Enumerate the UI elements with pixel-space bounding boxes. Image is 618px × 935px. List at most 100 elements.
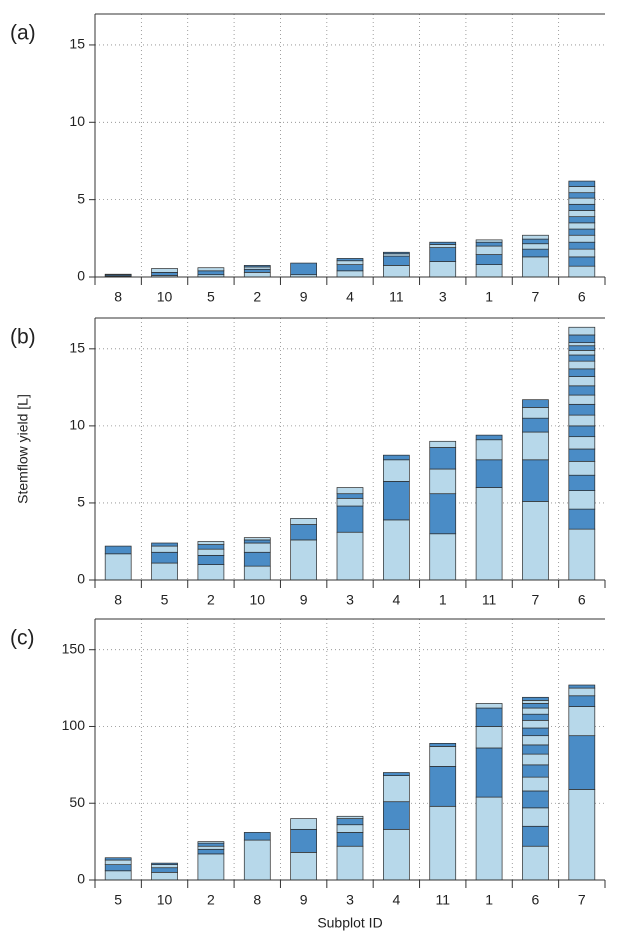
bar-segment (522, 501, 549, 581)
bar-segment (568, 735, 596, 790)
x-tick-label: 8 (114, 592, 122, 608)
bar-segment (475, 459, 503, 488)
bar-segment (522, 234, 549, 240)
x-tick-label: 10 (157, 892, 173, 908)
bar-segment (568, 180, 596, 187)
bar-segment (243, 537, 271, 541)
y-tick-label: 50 (69, 794, 85, 810)
bar-segment (522, 707, 549, 715)
bar-segment (522, 790, 549, 809)
y-tick-label: 15 (69, 340, 85, 356)
bar-segment (383, 459, 410, 482)
bar-segment (383, 454, 410, 461)
bar-segment (522, 713, 549, 721)
y-tick-label: 0 (77, 571, 85, 587)
x-tick-label: 11 (435, 892, 450, 908)
bar-segment (151, 268, 178, 273)
bar-segment (243, 542, 271, 553)
bar-segment (522, 764, 549, 778)
bar-segment (568, 326, 596, 336)
x-axis-title: Subplot ID (317, 915, 382, 931)
bar-segment (151, 551, 178, 564)
x-tick-label: 1 (485, 289, 493, 305)
bar-segment (336, 832, 364, 847)
bar-segment (475, 796, 503, 881)
bar-segment (522, 700, 549, 704)
bar-segment (336, 260, 364, 265)
x-tick-label: 3 (439, 289, 447, 305)
bar-segment (568, 265, 596, 278)
bar-segment (522, 407, 549, 419)
x-tick-label: 9 (300, 892, 308, 908)
bar-segment (475, 239, 503, 243)
x-tick-label: 9 (300, 592, 308, 608)
bar-segment (429, 244, 457, 248)
bar-segment (475, 726, 503, 749)
bar-segment (568, 394, 596, 405)
bar-segment (568, 528, 596, 581)
x-tick-label: 5 (114, 892, 122, 908)
x-tick-label: 1 (485, 892, 493, 908)
bar-segment (522, 256, 549, 278)
bar-segment (568, 192, 596, 199)
bar-segment (429, 440, 457, 448)
x-tick-label: 4 (392, 892, 400, 908)
bar-segment (568, 360, 596, 370)
x-tick-label: 2 (207, 892, 215, 908)
panel-label: (a) (10, 22, 36, 45)
bar-segment (104, 859, 132, 865)
bar-segment (522, 825, 549, 847)
bar-segment (522, 459, 549, 502)
x-tick-label: 10 (249, 592, 265, 608)
bar-segment (429, 241, 457, 245)
bar-segment (104, 553, 132, 581)
bar-segment (568, 228, 596, 236)
bar-segment (568, 448, 596, 462)
bar-segment (568, 687, 596, 697)
bar-segment (197, 845, 225, 850)
x-tick-label: 3 (346, 892, 354, 908)
bar-segment (336, 270, 364, 278)
bar-segment (336, 497, 364, 507)
bar-segment (197, 848, 225, 855)
x-tick-label: 6 (578, 289, 586, 305)
bar-segment (568, 241, 596, 250)
bar-segment (429, 533, 457, 581)
x-tick-label: 2 (207, 592, 215, 608)
x-tick-label: 2 (253, 289, 261, 305)
bar-segment (475, 245, 503, 255)
bar-segment (429, 746, 457, 767)
bar-segment (336, 505, 364, 533)
bar-segment (522, 243, 549, 250)
bar-segment (568, 385, 596, 396)
bar-segment (568, 345, 596, 351)
bar-segment (568, 334, 596, 344)
bar-segment (151, 867, 178, 873)
bar-segment (475, 487, 503, 581)
bar-segment (336, 531, 364, 581)
bar-segment (568, 789, 596, 881)
bar-segment (429, 493, 457, 535)
x-tick-label: 3 (346, 592, 354, 608)
bar-segment (151, 871, 178, 881)
bar-segment (151, 862, 178, 865)
bar-segment (151, 542, 178, 547)
x-tick-label: 4 (392, 592, 400, 608)
x-tick-label: 6 (578, 592, 586, 608)
bar-segment (197, 548, 225, 556)
bar-segment (383, 481, 410, 521)
bar-segment (568, 186, 596, 194)
y-tick-label: 0 (77, 871, 85, 887)
bar-segment (568, 490, 596, 510)
bar-segment (243, 839, 271, 881)
bar-segment (568, 508, 596, 530)
bar-segment (383, 251, 410, 255)
bar-segment (104, 870, 132, 881)
bar-segment (522, 417, 549, 433)
bar-segment (336, 264, 364, 272)
bar-segment (475, 434, 503, 441)
bar-segment (568, 197, 596, 205)
bar-segment (290, 828, 317, 853)
bar-segment (522, 703, 549, 709)
bar-segment (429, 468, 457, 495)
